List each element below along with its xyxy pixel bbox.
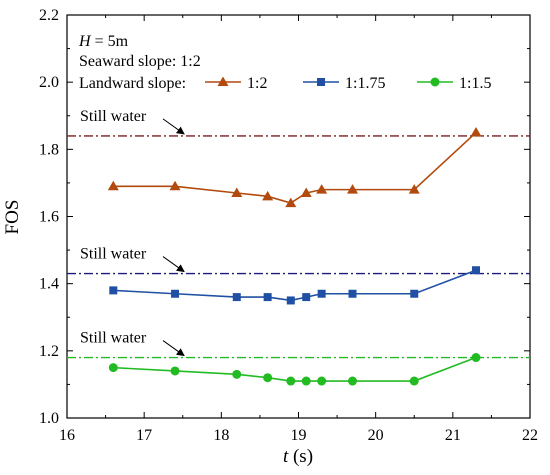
data-point-triangle xyxy=(262,190,274,201)
data-point-circle xyxy=(430,77,440,87)
data-point-circle xyxy=(108,363,118,373)
data-point-circle xyxy=(232,369,242,379)
still-water-arrow xyxy=(162,256,185,273)
data-point-square xyxy=(171,289,180,298)
data-point-square xyxy=(317,78,325,86)
x-axis-label-unit: (s) xyxy=(288,446,313,467)
annotation-landward-slope: Landward slope: xyxy=(79,75,186,92)
x-tick-label: 20 xyxy=(368,427,384,444)
data-point-triangle xyxy=(316,184,328,194)
data-point-square xyxy=(263,293,272,302)
y-tick-label: 1.8 xyxy=(39,141,59,158)
data-point-triangle xyxy=(169,180,181,191)
data-point-square xyxy=(302,293,311,302)
series-lines xyxy=(113,131,477,382)
x-axis-ticks: 16 17 18 19 20 21 22 xyxy=(59,15,538,444)
legend-label: 1:2 xyxy=(247,75,267,92)
y-axis-label: FOS xyxy=(2,200,23,235)
data-point-circle xyxy=(286,376,296,386)
x-tick-label: 17 xyxy=(136,427,152,444)
y-tick-label: 1.6 xyxy=(39,209,59,226)
still-water-label: Still water xyxy=(80,330,147,347)
x-tick-label: 16 xyxy=(59,427,75,444)
data-point-square xyxy=(348,289,357,298)
annotation-seaward-slope: Seaward slope: 1:2 xyxy=(79,53,201,70)
y-tick-label: 1.4 xyxy=(39,276,59,293)
x-tick-label: 18 xyxy=(213,427,229,444)
data-point-circle xyxy=(301,376,311,386)
still-water-arrow xyxy=(162,118,185,135)
wave-height-value: = 5m xyxy=(91,33,129,50)
data-point-circle xyxy=(170,366,180,376)
series-line xyxy=(113,356,477,382)
data-point-square xyxy=(286,296,295,305)
y-tick-label: 1.2 xyxy=(39,343,59,360)
x-tick-label: 19 xyxy=(291,427,307,444)
series-line xyxy=(113,269,477,302)
x-tick-label: 22 xyxy=(522,427,538,444)
legend-label: 1:1.5 xyxy=(459,75,491,92)
data-point-square xyxy=(317,289,326,298)
data-point-square xyxy=(109,286,118,295)
data-point-circle xyxy=(409,376,419,386)
data-point-triangle xyxy=(300,187,312,197)
annotation-wave-height: H = 5m xyxy=(78,33,129,50)
y-tick-label: 2.0 xyxy=(39,74,59,91)
still-water-label: Still water xyxy=(80,246,147,263)
legend-label: 1:1.75 xyxy=(345,75,385,92)
data-point-triangle xyxy=(347,184,359,194)
data-point-square xyxy=(471,266,480,275)
data-point-triangle xyxy=(231,187,243,197)
x-axis-label-var: t xyxy=(283,446,289,467)
y-tick-label: 2.2 xyxy=(39,7,59,24)
data-point-circle xyxy=(471,353,481,363)
wave-height-var: H xyxy=(78,33,92,50)
still-water-arrow xyxy=(162,340,185,357)
series-markers xyxy=(107,127,482,386)
data-point-triangle xyxy=(470,127,482,137)
data-point-triangle xyxy=(408,184,420,194)
data-point-circle xyxy=(263,373,273,383)
y-axis-ticks: 1.0 1.2 1.4 1.6 1.8 2.0 2.2 xyxy=(39,7,530,427)
data-point-square xyxy=(232,293,241,302)
data-point-circle xyxy=(317,376,327,386)
data-point-square xyxy=(410,289,419,298)
data-point-triangle xyxy=(217,76,229,86)
data-point-circle xyxy=(348,376,358,386)
x-tick-label: 21 xyxy=(445,427,461,444)
data-point-triangle xyxy=(285,197,297,208)
still-water-annotations: Still water Still water Still water xyxy=(80,108,185,357)
x-axis-label: t (s) xyxy=(283,446,313,467)
series-line xyxy=(113,131,477,204)
still-water-label: Still water xyxy=(80,108,147,125)
legend: 1:2 1:1.75 1:1.5 xyxy=(205,75,491,92)
y-tick-label: 1.0 xyxy=(39,410,59,427)
data-point-triangle xyxy=(107,180,119,191)
